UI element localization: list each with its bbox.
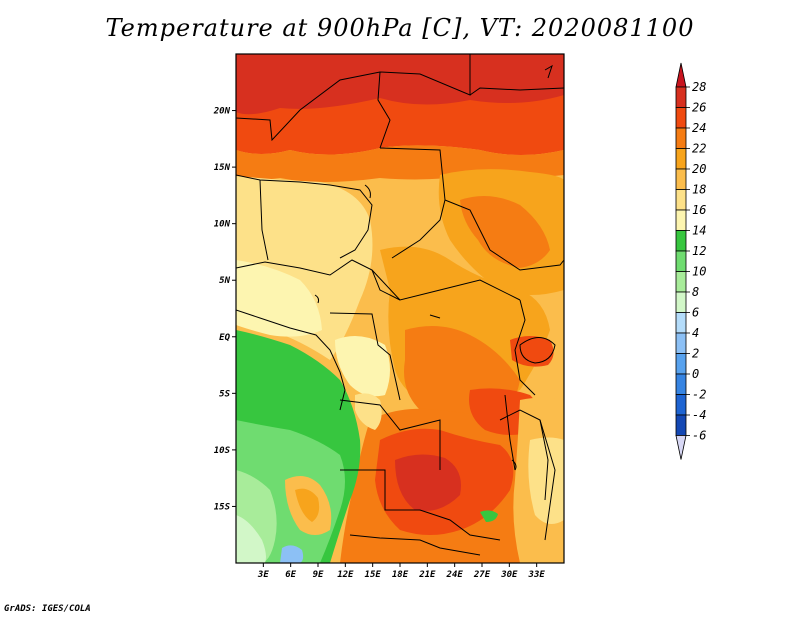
- colorbar-swatch: [675, 353, 687, 375]
- lon-tick-label: 6E: [285, 570, 296, 580]
- colorbar-label: 4: [692, 326, 699, 340]
- lat-tick-label: 10N: [214, 220, 231, 230]
- colorbar-swatch: [675, 107, 687, 129]
- lon-tick-label: 12E: [337, 570, 354, 580]
- temperature-field: [236, 54, 564, 563]
- colorbar-label: -2: [692, 388, 706, 402]
- colorbar-bottom-arrow: [675, 435, 687, 460]
- colorbar-swatch: [675, 250, 687, 272]
- colorbar-label: 6: [692, 306, 699, 320]
- lon-tick-label: 33E: [528, 570, 546, 580]
- colorbar-label: 22: [692, 142, 706, 156]
- colorbar-swatch: [675, 209, 687, 231]
- lon-tick-label: 21E: [418, 570, 436, 580]
- lat-tick-label: 20N: [213, 107, 231, 117]
- colorbar-swatch: [675, 312, 687, 334]
- colorbar-swatch: [675, 168, 687, 190]
- grads-credit: GrADS: IGES/COLA: [4, 604, 91, 614]
- colorbar-swatch: [675, 148, 687, 170]
- lon-tick-label: 18E: [392, 570, 409, 580]
- colorbar-swatch: [675, 332, 687, 354]
- country-borders: [236, 54, 564, 556]
- lon-tick-label: 3E: [257, 570, 269, 580]
- colorbar-label: 24: [692, 121, 706, 135]
- colorbar-label: 0: [692, 367, 699, 381]
- lon-tick-label: 30E: [500, 570, 518, 580]
- lon-tick-label: 27E: [473, 570, 491, 580]
- colorbar-label: -6: [692, 429, 706, 443]
- colorbar-swatch: [675, 271, 687, 293]
- colorbar-label: -4: [692, 408, 706, 422]
- latitude-axis: 20N 15N 10N 5N EQ 5S 10S 15S: [213, 107, 236, 512]
- colorbar-label: 16: [692, 203, 706, 217]
- lat-tick-label: 5N: [219, 276, 230, 286]
- colorbar-swatch: [675, 291, 687, 313]
- longitude-axis: 3E 6E 9E 12E 15E 18E 21E 24E 27E 30E 33E: [257, 563, 545, 580]
- chart-title: Temperature at 900hPa [C], VT: 202008110…: [105, 14, 695, 42]
- colorbar-label: 20: [692, 162, 706, 176]
- lat-tick-label: 15S: [214, 502, 231, 512]
- lat-tick-label: 10S: [214, 446, 231, 456]
- lon-tick-label: 15E: [365, 570, 382, 580]
- colorbar-label: 14: [692, 224, 706, 238]
- lat-tick-label: 15N: [214, 163, 231, 173]
- colorbar-label: 2: [692, 347, 699, 361]
- colorbar-swatch: [675, 86, 687, 108]
- colorbar-swatch: [675, 414, 687, 436]
- colorbar-swatch: [675, 127, 687, 149]
- lon-tick-label: 24E: [446, 570, 464, 580]
- colorbar-swatch: [675, 373, 687, 395]
- colorbar-label: 10: [692, 265, 706, 279]
- lat-tick-label: 5S: [219, 389, 230, 399]
- colorbar-label: 28: [692, 80, 706, 94]
- colorbar-swatch: [675, 230, 687, 252]
- colorbar-label: 26: [692, 101, 706, 115]
- colorbar-swatch: [675, 394, 687, 416]
- colorbar-top-arrow: [675, 62, 687, 88]
- colorbar-label: 18: [692, 183, 706, 197]
- colorbar-label: 8: [692, 285, 699, 299]
- lat-tick-label: EQ: [219, 333, 230, 343]
- colorbar-swatch: [675, 189, 687, 211]
- colorbar-label: 12: [692, 244, 706, 258]
- lon-tick-label: 9E: [313, 570, 324, 580]
